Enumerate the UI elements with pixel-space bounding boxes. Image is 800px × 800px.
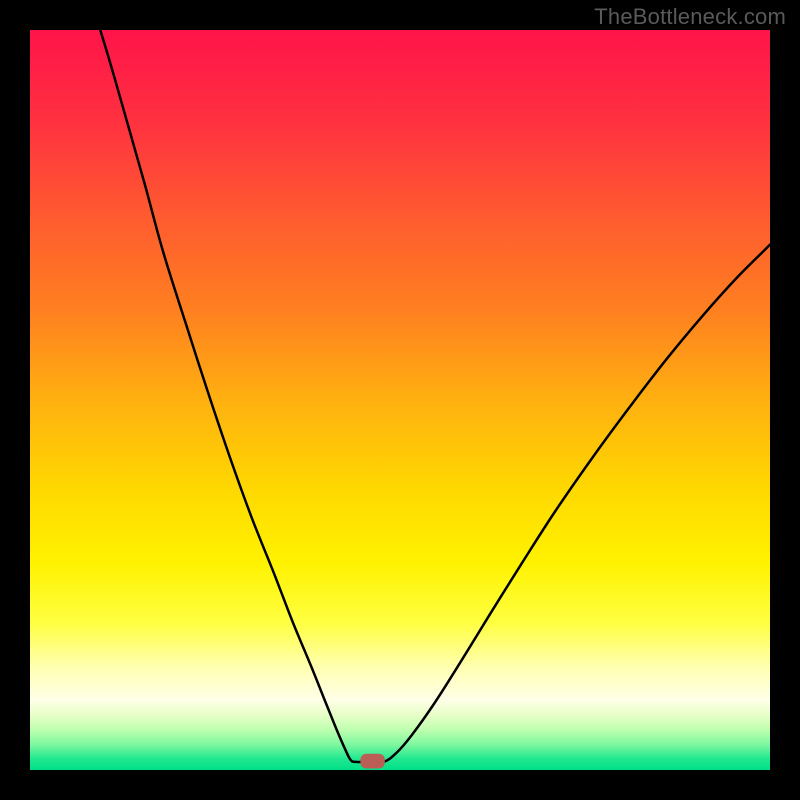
- gradient-background: [30, 30, 770, 770]
- plot-area: [30, 30, 770, 770]
- watermark-text: TheBottleneck.com: [594, 4, 786, 30]
- chart-container: TheBottleneck.com: [0, 0, 800, 800]
- chart-svg: [30, 30, 770, 770]
- optimum-marker: [360, 754, 384, 769]
